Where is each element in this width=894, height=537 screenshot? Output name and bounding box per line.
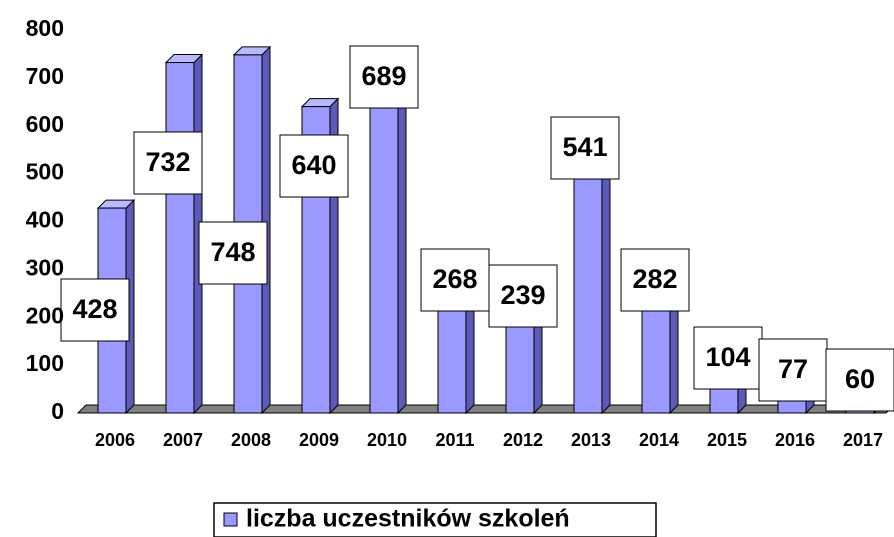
label-box	[349, 45, 419, 109]
data-label: 268	[432, 264, 477, 294]
y-tick-label: 100	[26, 350, 64, 376]
legend-label: liczba uczestników szkoleń	[246, 505, 570, 533]
bar	[572, 144, 612, 415]
bar-side	[397, 73, 407, 415]
data-label: 541	[562, 132, 607, 162]
x-tick-label: 2009	[299, 430, 339, 450]
y-tick-label: 500	[26, 159, 64, 185]
y-tick-label: 200	[26, 302, 64, 328]
bar-side	[601, 144, 611, 415]
labels: 428 732 748 640 689 268 239 541 282 104 77 60	[60, 45, 894, 412]
label-box	[620, 248, 690, 312]
y-tick-label: 600	[26, 111, 64, 137]
data-label: 748	[210, 237, 255, 267]
x-tick-label: 2012	[503, 430, 543, 450]
x-tick-label: 2015	[707, 430, 747, 450]
label-box	[60, 278, 130, 342]
legend	[213, 502, 657, 537]
x-tick-label: 2016	[775, 430, 815, 450]
data-label: 732	[145, 147, 190, 177]
x-tick-label: 2014	[639, 430, 679, 450]
data-label: 104	[705, 342, 750, 372]
x-tick-label: 2011	[435, 430, 474, 450]
label-box	[825, 348, 894, 412]
bar	[368, 73, 408, 415]
y-tick-label: 400	[26, 207, 64, 233]
data-label: 282	[632, 264, 677, 294]
data-label: 77	[778, 354, 808, 384]
data-label: 428	[72, 294, 117, 324]
y-tick-label: 0	[51, 398, 64, 424]
label-box	[550, 116, 620, 180]
y-tick-label: 700	[26, 63, 64, 89]
data-label: 640	[291, 150, 336, 180]
bar-front	[165, 62, 195, 414]
legend-swatch	[223, 512, 238, 527]
bar-front	[369, 82, 399, 414]
x-tick-label: 2010	[367, 430, 407, 450]
y-tick-label: 800	[26, 15, 64, 41]
x-tick-label: 2013	[571, 430, 611, 450]
data-label: 689	[361, 61, 406, 91]
data-label: 239	[500, 280, 545, 310]
label-box	[133, 131, 203, 195]
data-label: 60	[845, 364, 875, 394]
label-box	[198, 221, 268, 285]
bar	[164, 53, 204, 415]
x-tick-label: 2007	[163, 430, 203, 450]
x-tick-label: 2008	[231, 430, 271, 450]
floor	[76, 404, 894, 414]
label-box	[488, 264, 558, 328]
y-tick-label: 300	[26, 254, 64, 280]
label-box	[279, 134, 349, 198]
x-tick-label: 2017	[843, 430, 883, 450]
label-box	[693, 326, 763, 390]
bar-front	[573, 153, 603, 414]
x-tick-label: 2006	[95, 430, 135, 450]
